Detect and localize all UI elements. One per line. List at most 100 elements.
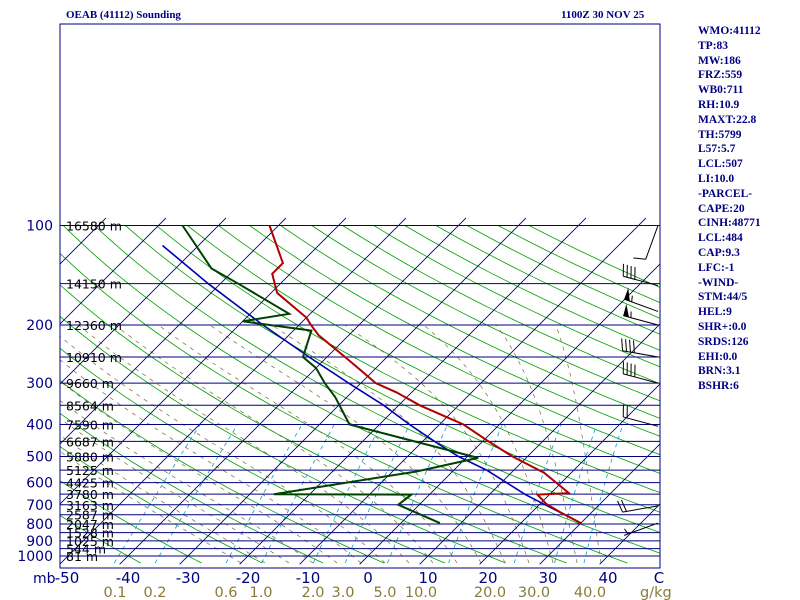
index-item: CAP:9.3 (698, 246, 740, 259)
isotherm-line (60, 217, 347, 505)
pressure-tick-label: 500 (26, 450, 53, 466)
valid-time: 1100Z 30 NOV 25 (561, 9, 645, 21)
index-item: LFC:-1 (698, 261, 735, 274)
mixing-ratio-label: 0.6 (214, 585, 237, 600)
temperature-tick-label: -50 (55, 569, 80, 587)
mixing-ratio-label: 0.2 (143, 585, 166, 600)
height-label: 6687 m (66, 434, 114, 449)
moist-adiabat-line (496, 324, 578, 564)
isotherm-line (60, 217, 227, 385)
mixing-ratio-label: 2.0 (301, 585, 324, 600)
moist-adiabat-line (344, 324, 530, 564)
height-label: 8564 m (66, 398, 114, 413)
moist-adiabat-line (60, 434, 266, 564)
mixing-ratio-line (154, 424, 238, 564)
wind-barb (623, 304, 659, 326)
wind-barb (622, 263, 659, 287)
temperature-tick-label: -40 (116, 569, 141, 587)
isotherm-line (299, 217, 647, 565)
wind-barb (624, 522, 659, 536)
index-item: BSHR:6 (698, 380, 739, 393)
moist-adiabat-line (60, 380, 338, 564)
index-item: SHR+:0.0 (698, 320, 747, 333)
temperature-tick-label: 10 (418, 569, 437, 587)
dry-adiabat-line (60, 446, 263, 564)
index-item: WB0:711 (698, 84, 744, 97)
moist-adiabat-line (157, 324, 458, 564)
moist-adiabat-line (423, 324, 554, 564)
index-item: SRDS:126 (698, 335, 749, 348)
wind-barbs (617, 225, 659, 536)
dry-adiabat-line (125, 225, 660, 513)
dry-adiabat-line (62, 225, 660, 554)
moist-adiabat-line (271, 324, 506, 564)
index-item: EHI:0.0 (698, 350, 738, 363)
pressure-tick-label: 900 (26, 534, 53, 550)
mixing-ratio-line (261, 424, 335, 564)
dry-adiabat-line (249, 225, 660, 437)
moist-adiabat-line (60, 418, 290, 564)
dewpoint-trace (181, 224, 479, 525)
wind-barb (622, 404, 659, 427)
mixing-ratio-label: 40.0 (574, 585, 606, 600)
pressure-tick-label: 1000 (17, 549, 53, 565)
dry-adiabat-line (280, 225, 660, 419)
wind-barb (621, 338, 659, 358)
wind-barb (622, 361, 659, 384)
moist-adiabat-line (60, 400, 314, 564)
dry-adiabat-line (60, 347, 446, 564)
height-label: 3163 m (66, 498, 114, 513)
dry-adiabat-line (342, 225, 660, 385)
index-item: BRN:3.1 (698, 365, 741, 378)
height-label: 2047 m (66, 517, 114, 532)
index-item: FRZ:559 (698, 69, 743, 82)
dry-adiabat-line (94, 225, 660, 533)
stability-indices-list: WMO:41112 TP:83 MW:186 FRZ:559 WB0:711 RH:10.… (698, 24, 761, 394)
isotherm-line (599, 503, 660, 565)
index-item: STM:44/5 (698, 291, 748, 304)
height-label: 14150 m (66, 277, 122, 292)
temperature-tick-label: 40 (598, 569, 617, 587)
pressure-tick-label: 400 (26, 417, 53, 433)
moist-adiabat-line (555, 324, 602, 564)
dry-adiabat-line (156, 225, 660, 494)
wind-barb (633, 225, 659, 260)
dry-adiabat-line (187, 225, 660, 474)
isotherm-line (239, 217, 587, 565)
height-label: 5880 m (66, 450, 114, 465)
mixing-ratio-label: 20.0 (474, 585, 506, 600)
pressure-tick-label: 100 (26, 218, 53, 234)
dry-adiabat-line (60, 315, 506, 564)
temperature-unit-label: C (654, 569, 664, 587)
isotherm-line (359, 263, 660, 565)
pressure-unit-label: mb (33, 571, 56, 587)
mixing-ratio-label: 30.0 (518, 585, 550, 600)
index-item: TH:5799 (698, 128, 742, 141)
mixing-ratio-line (554, 424, 598, 564)
moist-adiabat-line (209, 324, 482, 564)
dry-adiabat-line (218, 225, 660, 456)
isotherm-line (479, 383, 660, 565)
isotherm-line (60, 217, 167, 325)
height-label: 544 m (66, 542, 106, 557)
height-label: 2587 m (66, 508, 114, 523)
pressure-tick-label: 800 (26, 517, 53, 533)
mixing-ratio-line (448, 424, 503, 564)
index-item: WMO:41112 (698, 25, 761, 37)
height-label: 1528 m (66, 526, 114, 541)
mixing-ratio-label: 0.1 (103, 585, 126, 600)
moist-adiabat-line (78, 324, 410, 564)
mixing-ratio-unit-label: g/kg (640, 585, 672, 600)
height-label: 81 m (66, 549, 98, 564)
index-item: MW:186 (698, 54, 741, 67)
pressure-tick-label: 300 (26, 376, 53, 392)
height-label: 12360 m (66, 318, 122, 333)
chart-title: OEAB (41112) Sounding (66, 9, 181, 21)
index-item: CAPE:20 (698, 202, 745, 215)
isotherm-line (60, 217, 287, 445)
index-item: -PARCEL- (698, 187, 753, 200)
temperature-tick-label: -10 (296, 569, 321, 587)
index-item: RH:10.9 (698, 98, 740, 111)
pressure-tick-label: 700 (26, 498, 53, 514)
index-item: HEL:9 (698, 306, 732, 319)
